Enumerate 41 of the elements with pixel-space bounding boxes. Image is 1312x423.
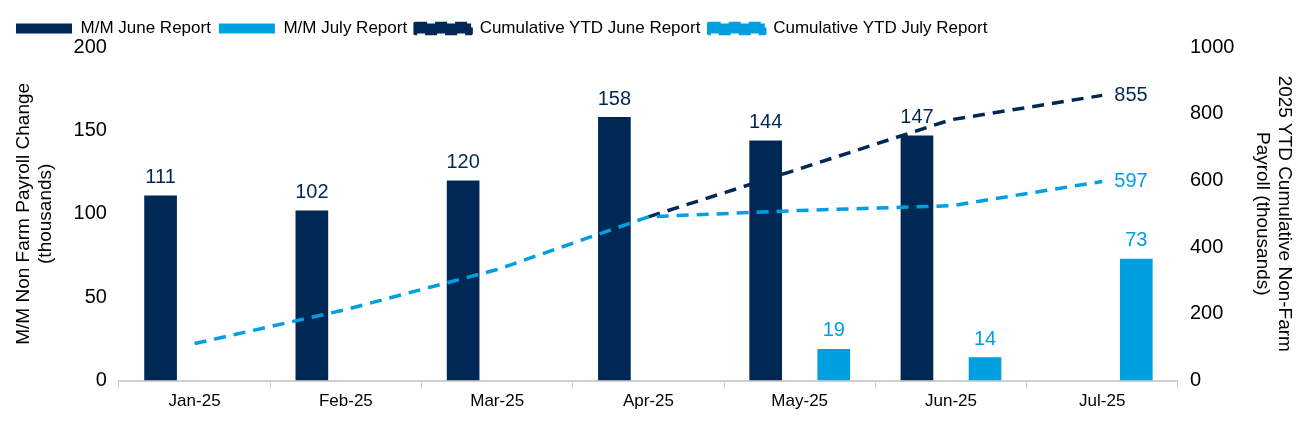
bar <box>295 210 329 381</box>
bar <box>598 117 631 381</box>
y2-tick-label: 800 <box>1189 101 1224 124</box>
x-tick-label: May-25 <box>771 391 829 411</box>
data-label: 147 <box>900 104 934 127</box>
x-tick-label: Jan-25 <box>168 391 221 411</box>
y-tick-label: 150 <box>73 117 107 140</box>
bar <box>1119 258 1153 381</box>
y2-tick-label: 1000 <box>1189 34 1235 57</box>
bar <box>144 195 177 381</box>
data-label: 111 <box>145 164 176 187</box>
y-tick-label: 50 <box>84 284 107 307</box>
data-label: 158 <box>597 86 632 109</box>
data-label: 102 <box>295 179 329 202</box>
data-label: 855 <box>1114 82 1148 105</box>
legend-label: M/M July Report <box>283 18 408 38</box>
x-tick-label: Feb-25 <box>318 391 373 411</box>
data-label: 144 <box>748 109 783 132</box>
data-label: 73 <box>1125 228 1148 251</box>
data-label: 19 <box>822 318 845 341</box>
bar <box>817 348 851 381</box>
y2-axis-title: 2025 YTD Cumulative Non-Farm Payroll (thousands) <box>1252 75 1297 352</box>
data-label: 14 <box>973 326 997 349</box>
line-series <box>192 179 1105 346</box>
x-tick-label: Apr-25 <box>622 391 674 411</box>
bar <box>446 180 480 381</box>
y-tick-label: 100 <box>73 201 107 224</box>
y2-tick-label: 400 <box>1189 234 1224 257</box>
y-axis-title: M/M Non Farm Payroll Change (thousands) <box>11 82 56 345</box>
x-tick-label: Mar-25 <box>470 391 525 411</box>
bar <box>968 357 1002 381</box>
y-tick-label: 0 <box>95 368 107 391</box>
y2-tick-label: 600 <box>1189 167 1224 190</box>
data-label: 120 <box>446 149 480 172</box>
y2-tick-label: 200 <box>1189 301 1224 324</box>
x-tick-label: Jul-25 <box>1079 391 1126 411</box>
y2-tick-label: 0 <box>1189 368 1202 391</box>
data-label: 597 <box>1114 168 1148 191</box>
legend-label: Cumulative YTD July Report <box>773 18 988 38</box>
legend-label: Cumulative YTD June Report <box>479 18 701 38</box>
x-tick-label: Jun-25 <box>925 391 977 411</box>
